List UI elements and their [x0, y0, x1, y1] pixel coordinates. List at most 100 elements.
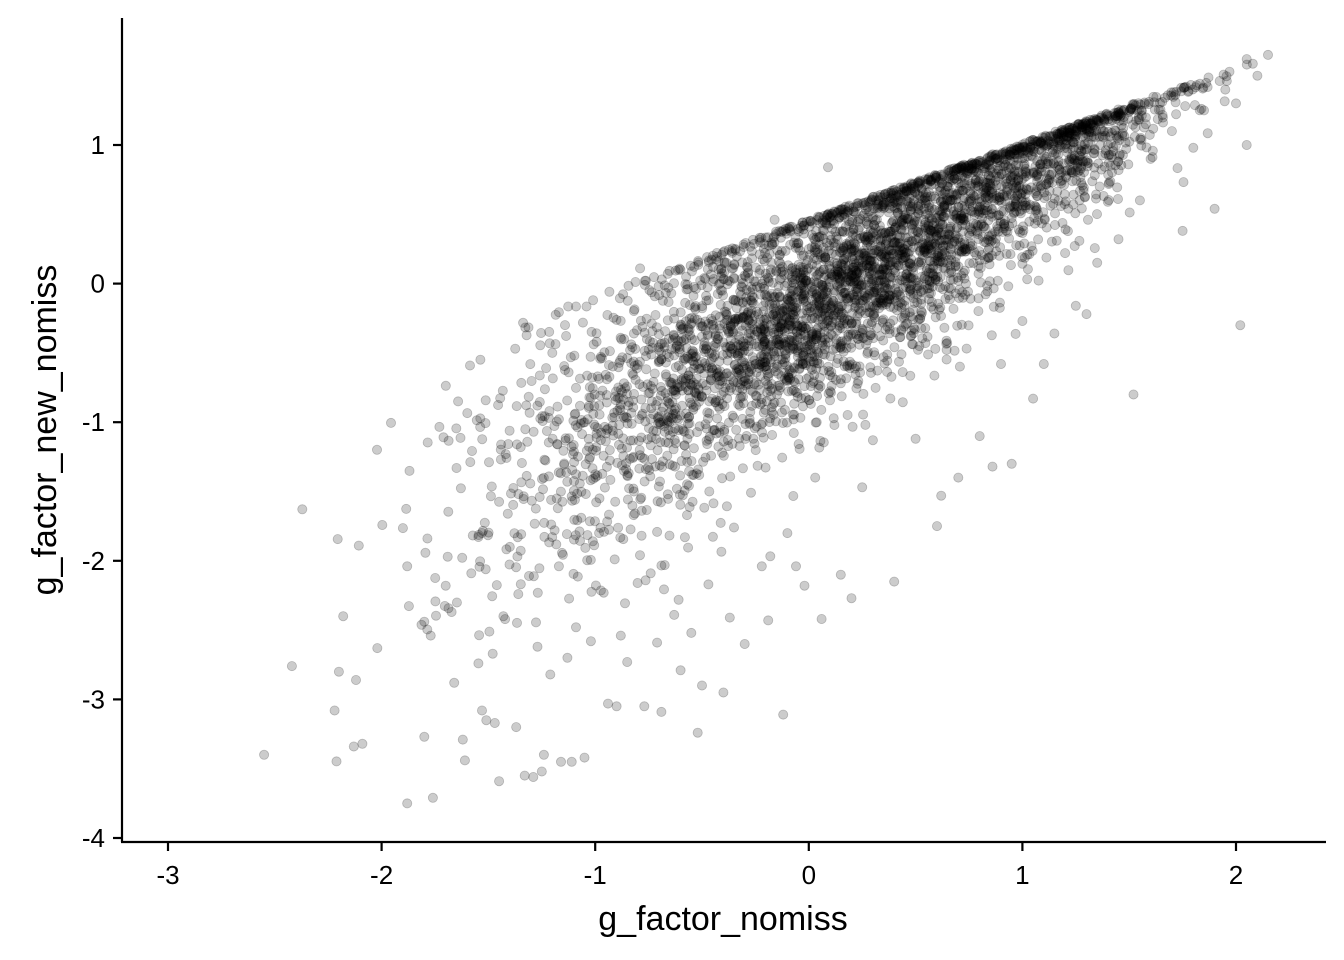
data-point: [982, 194, 993, 205]
data-point: [992, 275, 1003, 286]
data-point: [553, 414, 564, 425]
data-point: [377, 520, 388, 531]
data-point: [948, 303, 959, 314]
data-point: [1019, 238, 1030, 249]
data-point: [475, 413, 486, 424]
data-point: [1034, 144, 1045, 155]
data-point: [691, 373, 702, 384]
data-point: [869, 312, 880, 323]
data-point: [669, 404, 680, 415]
data-point: [1112, 111, 1123, 122]
data-point: [903, 214, 914, 225]
data-point: [759, 238, 770, 249]
y-tick-label: -1: [82, 407, 105, 437]
data-point: [947, 194, 958, 205]
data-point: [675, 264, 686, 275]
data-point: [997, 149, 1008, 160]
data-point: [639, 327, 650, 338]
y-tick-label: 0: [91, 269, 105, 299]
data-point: [773, 346, 784, 357]
data-point: [934, 235, 945, 246]
data-point: [777, 452, 788, 463]
data-point: [750, 445, 761, 456]
data-point: [643, 388, 654, 399]
data-point: [896, 349, 907, 360]
data-point: [1046, 169, 1057, 180]
data-point: [561, 330, 572, 341]
data-point: [923, 267, 934, 278]
data-point: [525, 359, 536, 370]
data-point: [618, 433, 629, 444]
data-point: [867, 435, 878, 446]
data-point: [708, 323, 719, 334]
data-point: [598, 587, 609, 598]
data-point: [833, 264, 844, 275]
data-point: [544, 537, 555, 548]
data-point: [798, 347, 809, 358]
data-point: [710, 331, 721, 342]
data-point: [943, 233, 954, 244]
data-point: [765, 551, 776, 562]
data-point: [1181, 81, 1192, 92]
data-point: [676, 320, 687, 331]
data-point: [1141, 142, 1152, 153]
data-point: [1001, 149, 1012, 160]
data-point: [512, 551, 523, 562]
data-point: [1180, 101, 1191, 112]
data-point: [911, 283, 922, 294]
data-point: [480, 418, 491, 429]
data-point: [591, 428, 602, 439]
data-point: [940, 185, 951, 196]
data-point: [896, 201, 907, 212]
data-point: [297, 504, 308, 515]
data-point: [524, 571, 535, 582]
data-point: [553, 561, 564, 572]
data-point: [577, 429, 588, 440]
data-point: [846, 244, 857, 255]
data-point: [511, 722, 522, 733]
data-point: [588, 295, 599, 306]
data-point: [932, 521, 943, 532]
data-point: [457, 552, 468, 563]
data-point: [869, 347, 880, 358]
data-point: [1033, 275, 1044, 286]
data-point: [852, 378, 863, 389]
data-point: [805, 381, 816, 392]
data-point: [795, 245, 806, 256]
data-point: [353, 540, 364, 551]
data-point: [890, 327, 901, 338]
data-point: [920, 323, 931, 334]
data-point: [1028, 393, 1039, 404]
data-point: [775, 299, 786, 310]
data-point: [838, 227, 849, 238]
data-point: [1092, 257, 1103, 268]
data-point: [738, 362, 749, 373]
data-point: [684, 418, 695, 429]
data-point: [669, 434, 680, 445]
data-point: [674, 489, 685, 500]
data-point: [937, 201, 948, 212]
data-point: [652, 637, 663, 648]
data-point: [792, 351, 803, 362]
data-point: [618, 411, 629, 422]
data-point: [793, 237, 804, 248]
data-point: [1071, 127, 1082, 138]
data-point: [591, 336, 602, 347]
data-point: [579, 417, 590, 428]
data-point: [769, 214, 780, 225]
data-point: [689, 302, 700, 313]
data-point: [809, 276, 820, 287]
data-point: [420, 547, 431, 558]
data-point: [884, 271, 895, 282]
data-point: [734, 400, 745, 411]
data-point: [1039, 140, 1050, 151]
data-point: [985, 173, 996, 184]
data-point: [567, 495, 578, 506]
data-point: [419, 731, 430, 742]
data-point: [845, 290, 856, 301]
data-point: [932, 250, 943, 261]
data-point: [963, 286, 974, 297]
data-point: [816, 614, 827, 625]
data-point: [601, 374, 612, 385]
